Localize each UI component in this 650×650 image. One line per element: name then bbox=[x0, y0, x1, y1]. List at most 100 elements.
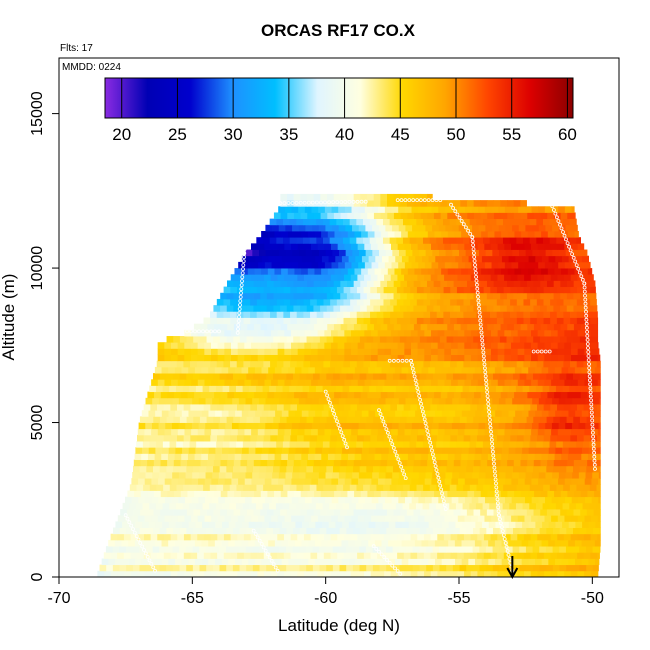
heatmap-cell bbox=[269, 385, 277, 393]
heatmap-cell bbox=[571, 422, 579, 430]
track-point bbox=[482, 366, 487, 371]
heatmap-cell bbox=[431, 515, 439, 522]
heatmap-cell bbox=[135, 502, 143, 510]
heatmap-cell bbox=[340, 459, 348, 467]
heatmap-cell bbox=[372, 224, 380, 232]
heatmap-cell bbox=[591, 354, 599, 362]
heatmap-cell bbox=[291, 261, 299, 269]
heatmap-cell bbox=[535, 255, 543, 263]
heatmap-cell bbox=[262, 385, 270, 393]
heatmap-cell bbox=[396, 286, 405, 294]
heatmap-cell bbox=[301, 366, 309, 374]
heatmap-cell bbox=[254, 268, 262, 275]
heatmap-cell bbox=[414, 490, 422, 498]
heatmap-cell bbox=[252, 546, 260, 553]
heatmap-cell bbox=[448, 410, 456, 417]
heatmap-cell bbox=[327, 391, 335, 399]
track-point bbox=[325, 393, 330, 398]
heatmap-cell bbox=[300, 490, 308, 498]
heatmap-cell bbox=[314, 231, 322, 238]
heatmap-cell bbox=[499, 336, 507, 343]
heatmap-cell bbox=[239, 546, 247, 553]
heatmap-cell bbox=[430, 552, 438, 559]
heatmap-cell bbox=[458, 206, 466, 213]
heatmap-cell bbox=[487, 231, 495, 238]
heatmap-cell bbox=[453, 280, 461, 288]
heatmap-cell bbox=[197, 515, 205, 522]
heatmap-cell bbox=[341, 231, 349, 238]
heatmap-cell bbox=[148, 558, 156, 566]
heatmap-cell bbox=[146, 509, 154, 516]
heatmap-cell bbox=[579, 373, 587, 380]
heatmap-cell bbox=[568, 558, 576, 566]
heatmap-cell bbox=[386, 465, 394, 473]
heatmap-cell bbox=[363, 298, 371, 306]
heatmap-cell bbox=[218, 496, 226, 504]
heatmap-cell bbox=[270, 274, 278, 281]
heatmap-cell bbox=[561, 366, 569, 374]
heatmap-cell bbox=[350, 311, 358, 318]
heatmap-cell bbox=[491, 329, 499, 337]
track-point bbox=[323, 200, 327, 205]
heatmap-cell bbox=[590, 298, 597, 306]
heatmap-cell bbox=[427, 200, 435, 207]
heatmap-cell bbox=[311, 428, 319, 436]
heatmap-cell bbox=[357, 404, 365, 411]
heatmap-cell bbox=[423, 360, 431, 368]
heatmap-cell bbox=[339, 373, 347, 380]
heatmap-cell bbox=[271, 422, 279, 430]
heatmap-cell bbox=[275, 521, 283, 528]
heatmap-cell bbox=[436, 237, 444, 244]
heatmap-cell bbox=[351, 428, 359, 436]
heatmap-cell bbox=[520, 391, 528, 399]
track-point bbox=[474, 278, 479, 283]
heatmap-cell bbox=[473, 459, 481, 467]
heatmap-cell bbox=[510, 274, 518, 281]
heatmap-cell bbox=[376, 298, 384, 306]
heatmap-cell bbox=[506, 527, 514, 535]
heatmap-cell bbox=[323, 218, 331, 226]
heatmap-cell bbox=[501, 366, 509, 374]
track-point bbox=[342, 437, 347, 442]
heatmap-cell bbox=[278, 478, 286, 485]
heatmap-cell bbox=[450, 286, 458, 294]
track-point bbox=[488, 421, 493, 426]
heatmap-cell bbox=[265, 422, 273, 430]
heatmap-cell bbox=[280, 509, 288, 516]
heatmap-cell bbox=[187, 391, 195, 399]
heatmap-cell bbox=[240, 459, 248, 467]
heatmap-cell bbox=[413, 509, 421, 516]
heatmap-cell bbox=[261, 366, 269, 374]
heatmap-cell bbox=[171, 342, 179, 349]
heatmap-cell bbox=[393, 527, 401, 535]
heatmap-cell bbox=[546, 465, 554, 473]
heatmap-cell bbox=[281, 255, 289, 263]
track-point bbox=[582, 281, 587, 286]
heatmap-cell bbox=[155, 447, 163, 454]
heatmap-cell bbox=[572, 546, 580, 553]
heatmap-cell bbox=[271, 496, 279, 504]
heatmap-cell bbox=[195, 385, 203, 393]
heatmap-cell bbox=[551, 348, 559, 355]
heatmap-cell bbox=[204, 354, 212, 362]
track-point bbox=[397, 461, 402, 465]
heatmap-cell bbox=[127, 490, 135, 498]
heatmap-cell bbox=[264, 428, 272, 436]
heatmap-cell bbox=[378, 471, 386, 479]
heatmap-cell bbox=[512, 397, 520, 405]
heatmap-cell bbox=[201, 366, 209, 374]
track-point bbox=[394, 453, 399, 458]
latitude-marker bbox=[506, 556, 519, 580]
heatmap-cell bbox=[362, 502, 370, 510]
heatmap-cell bbox=[283, 218, 291, 226]
heatmap-cell bbox=[148, 410, 156, 417]
heatmap-cell bbox=[523, 533, 531, 541]
heatmap-cell bbox=[489, 502, 497, 510]
heatmap-cell bbox=[361, 255, 369, 263]
heatmap-cell bbox=[287, 490, 295, 498]
heatmap-cell bbox=[423, 533, 431, 541]
heatmap-cell bbox=[337, 515, 345, 522]
heatmap-cell bbox=[479, 564, 487, 572]
heatmap-cell bbox=[581, 366, 589, 374]
heatmap-cell bbox=[461, 231, 469, 238]
